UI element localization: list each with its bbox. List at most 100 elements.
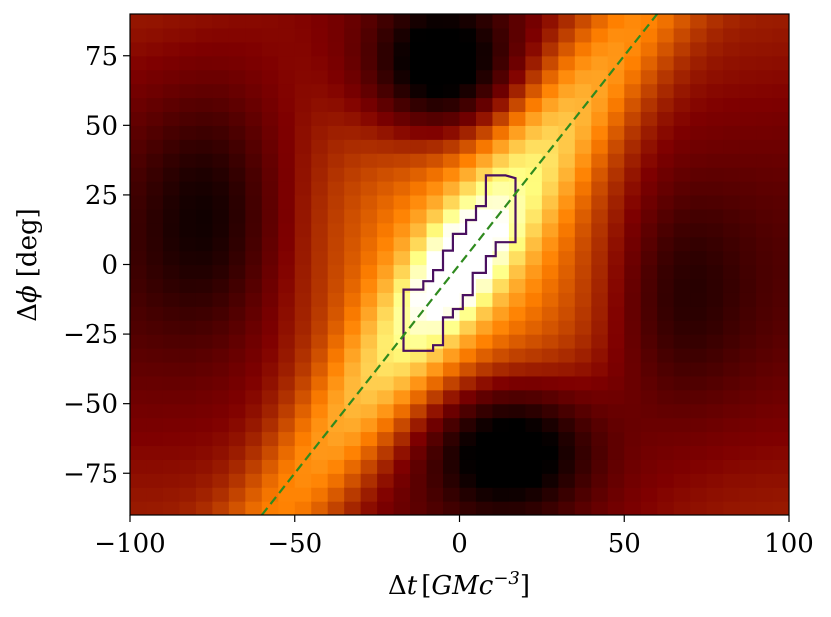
heatmap-cell [443,194,461,210]
heatmap-cell [640,222,658,238]
heatmap-cell [673,222,691,238]
heatmap-cell [261,153,279,168]
heatmap-cell [344,264,362,280]
heatmap-cell [591,153,609,168]
heatmap-cell [459,194,477,210]
heatmap-cell [393,167,411,182]
heatmap-cell [558,194,576,210]
heatmap-cell [756,97,774,113]
heatmap-cell [739,167,757,182]
heatmap-cell [278,334,296,349]
heatmap-cell [558,334,576,349]
heatmap-cell [426,181,444,196]
heatmap-cell [591,501,609,515]
heatmap-cell [673,501,691,515]
heatmap-cell [443,41,461,57]
heatmap-cell [459,487,477,502]
heatmap-cell [624,83,642,99]
heatmap-cell [360,139,378,154]
heatmap-cell [278,167,296,182]
heatmap-cell [723,194,741,210]
heatmap-cell [574,55,592,71]
heatmap-cell [344,194,362,210]
heatmap-cell [508,250,526,266]
heatmap-cell [228,361,246,377]
heatmap-cell [624,431,642,447]
heatmap-cell [146,55,164,71]
heatmap-cell [327,41,345,57]
heatmap-cell [574,389,592,405]
heatmap-cell [410,167,428,182]
heatmap-cell [360,361,378,377]
heatmap-cell [228,501,246,515]
heatmap-cell [690,83,708,99]
heatmap-cell [640,459,658,474]
heatmap-cell [179,181,197,196]
heatmap-cell [360,208,378,224]
heatmap-cell [377,97,395,113]
heatmap-cell [360,97,378,113]
heatmap-cell [756,167,774,182]
heatmap-cell [311,125,329,140]
heatmap-cell [657,97,675,113]
heatmap-cell [393,375,411,391]
heatmap-cell [426,153,444,168]
heatmap-cell [574,14,592,29]
heatmap-cell [657,153,675,168]
heatmap-cell [558,111,576,126]
heatmap-cell [228,97,246,113]
heatmap-cell [393,250,411,266]
heatmap-cell [475,445,494,460]
heatmap-cell [360,487,378,502]
heatmap-cell [756,403,774,419]
heatmap-cell [261,264,279,280]
heatmap-cell [426,222,444,238]
heatmap-cell [673,473,691,488]
heatmap-cell [475,111,494,126]
heatmap-cell [640,167,658,182]
heatmap-cell [410,97,428,113]
heatmap-cell [311,139,329,154]
heatmap-cell [673,278,691,293]
heatmap-cell [624,403,642,419]
heatmap-cell [772,139,789,154]
heatmap-cell [690,459,708,474]
heatmap-cell [756,139,774,154]
heatmap-cell [327,97,345,113]
heatmap-cell [245,403,263,419]
heatmap-cell [410,417,428,433]
heatmap-cell [311,264,329,280]
heatmap-cell [195,194,213,210]
heatmap-cell [443,55,461,71]
heatmap-cell [245,250,263,266]
heatmap-cell [426,83,444,99]
heatmap-cell [558,41,576,57]
heatmap-cell [162,69,181,85]
heatmap-cell [525,167,543,182]
heatmap-cell [179,97,197,113]
heatmap-cell [130,501,148,515]
heatmap-cell [508,111,526,126]
heatmap-cell [591,375,609,391]
heatmap-cell [130,83,148,99]
heatmap-cell [459,153,477,168]
heatmap-cell [377,264,395,280]
heatmap-cell [327,473,345,488]
x-axis: −100 −50 0 50 100 [94,515,814,559]
x-tick-label: 0 [451,529,468,559]
heatmap-cell [146,348,164,363]
heatmap-cell [245,153,263,168]
heatmap-cell [344,473,362,488]
heatmap-cell [640,320,658,335]
heatmap-cell [377,41,395,57]
heatmap-cell [393,83,411,99]
heatmap-cell [228,153,246,168]
heatmap-cell [327,264,345,280]
heatmap-cell [245,264,263,280]
heatmap-cell [723,459,741,474]
heatmap-cell [228,445,246,460]
heatmap-cell [657,236,675,252]
heatmap-cell [591,487,609,502]
heatmap-cell [706,334,724,349]
heatmap-cell [294,139,312,154]
